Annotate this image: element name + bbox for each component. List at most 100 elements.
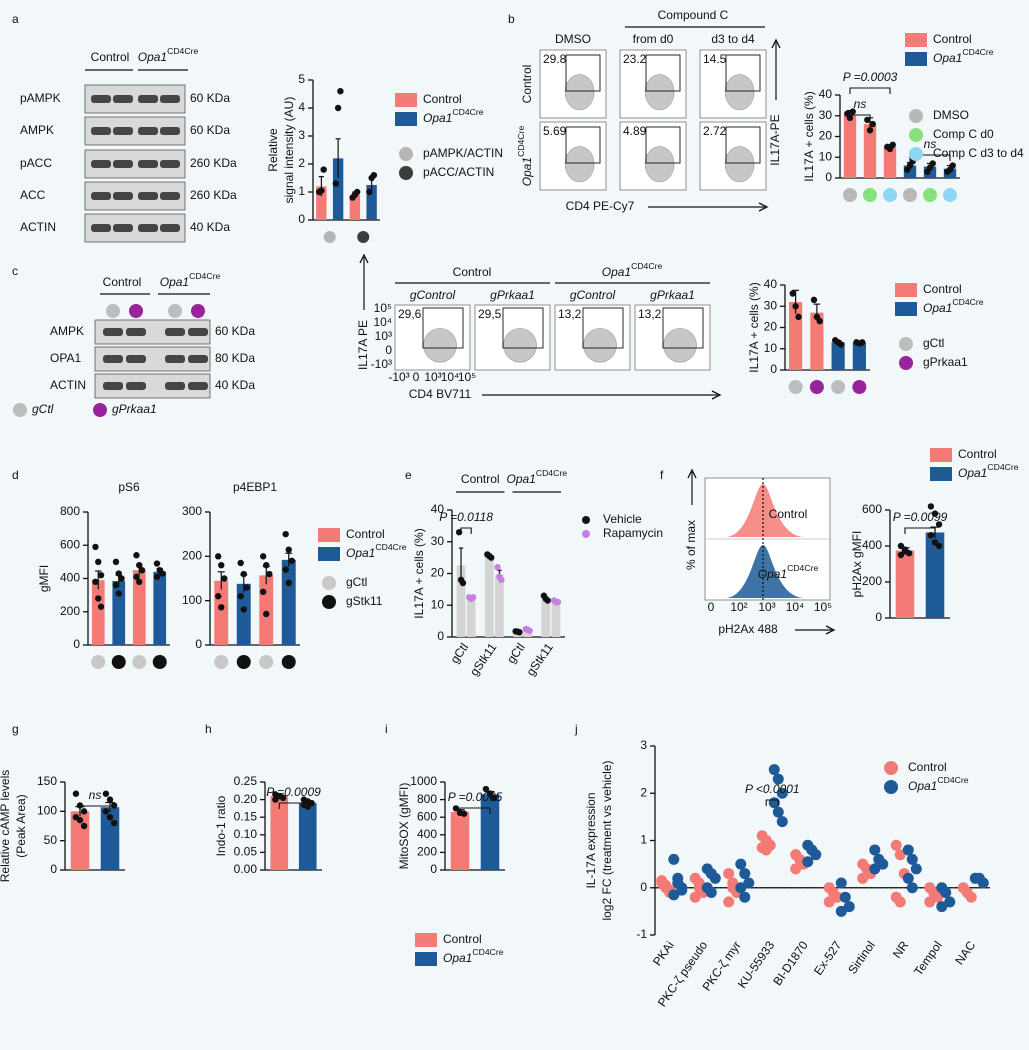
legend-label-main: Control <box>923 282 962 296</box>
category-marker <box>831 380 846 394</box>
y-tick-label: 400 <box>417 827 437 841</box>
data-point <box>288 557 296 564</box>
blot-band <box>103 355 123 363</box>
lane-marker <box>129 304 143 318</box>
y-tick-label: 40 <box>764 277 778 291</box>
annotation: P =0.0009 <box>266 785 321 799</box>
histogram-label-sup: CD4Cre <box>787 563 818 573</box>
bar <box>863 124 877 178</box>
blot-group-label-sup: CD4Cre <box>167 46 198 56</box>
legend-marker <box>909 147 923 161</box>
flow-cloud <box>724 74 755 111</box>
arrow-head <box>771 38 781 49</box>
legend-marker <box>13 403 27 417</box>
significance-bracket <box>278 802 309 809</box>
data-point <box>159 570 166 577</box>
data-point <box>929 160 936 167</box>
data-point <box>97 571 105 579</box>
legend-label: Control <box>423 92 462 106</box>
legend-marker <box>884 761 898 775</box>
data-point <box>136 578 143 586</box>
category-marker <box>91 655 106 669</box>
y-tick-label: 2 <box>298 156 305 170</box>
flow-axis-label: 0 <box>413 370 420 384</box>
y-tick-label: 300 <box>182 504 202 518</box>
y-axis-label: log2 FC (treatment vs vehicle) <box>600 760 614 920</box>
legend-marker <box>582 530 590 538</box>
flow-gate-value: 29,5 <box>478 307 502 321</box>
blot-band <box>91 224 111 232</box>
y-tick-label: 0 <box>195 637 202 651</box>
legend-label-main: Opa1 <box>423 111 452 125</box>
y-tick-label: 20 <box>764 320 778 334</box>
data-point <box>214 553 222 560</box>
data-point <box>790 863 802 875</box>
data-point <box>102 808 110 815</box>
blot-band <box>91 160 111 168</box>
data-point <box>869 120 876 128</box>
blot-size-label: 260 KDa <box>190 188 237 202</box>
y-tick-label: 40 <box>431 502 445 516</box>
blot-band <box>113 95 133 103</box>
chart-title: pS6 <box>118 480 140 494</box>
panel-letter: a <box>12 12 19 26</box>
data-point <box>831 891 843 903</box>
legend-label-main: Control <box>346 527 385 541</box>
data-point <box>106 814 114 821</box>
flow-column: d3 to d4 <box>711 32 755 46</box>
data-point <box>894 849 906 861</box>
flow-gate <box>502 307 544 349</box>
flow-cloud <box>564 146 595 183</box>
data-point <box>95 558 102 566</box>
group-label: Opa1CD4Cre <box>506 468 567 486</box>
panel-letter: i <box>385 722 388 736</box>
data-point <box>469 594 477 601</box>
data-point <box>452 805 460 812</box>
y-tick-label: 0 <box>770 362 777 376</box>
y-tick-label: 600 <box>60 537 80 551</box>
bar <box>281 559 296 645</box>
data-point <box>488 554 495 561</box>
flow-gate-value: 23.2 <box>623 52 647 66</box>
legend-marker <box>905 33 927 47</box>
blot-band <box>160 95 180 103</box>
annotation: P =0.0118 <box>439 510 493 524</box>
legend-label: gCtl <box>346 575 367 589</box>
data-point <box>337 88 344 95</box>
data-point <box>668 889 680 901</box>
data-point <box>723 868 735 880</box>
significance-bracket <box>849 114 871 121</box>
legend-label: gStk11 <box>346 594 383 608</box>
category-marker <box>809 380 824 394</box>
histogram-y-label: % of max <box>684 520 698 570</box>
significance-bracket <box>79 805 111 812</box>
legend-label-main: Vehicle <box>603 512 642 526</box>
blot-band <box>160 127 180 135</box>
category-marker <box>111 655 126 669</box>
blot-band <box>91 192 111 200</box>
bar <box>153 571 167 645</box>
data-point <box>237 593 244 600</box>
data-point <box>760 844 772 856</box>
y-tick-label: 20 <box>431 566 445 580</box>
data-point <box>243 584 251 591</box>
data-point <box>554 598 562 606</box>
flow-group-label-main: Opa1 <box>602 265 631 279</box>
blot-size-label: 60 KDa <box>190 123 230 137</box>
y-tick-label: 800 <box>60 504 80 518</box>
data-point <box>935 521 943 528</box>
blot-band <box>160 160 180 168</box>
blot-size-label: 260 KDa <box>190 156 237 170</box>
significance-bracket <box>849 87 891 94</box>
flow-gate-value: 14.5 <box>703 52 727 66</box>
flow-cloud <box>644 74 675 111</box>
flow-column: gPrkaa1 <box>650 288 695 302</box>
legend-label-main: Opa1 <box>933 51 962 65</box>
significance-bracket <box>460 527 472 534</box>
data-point <box>285 579 292 587</box>
y-axis-label: Relative <box>266 128 280 172</box>
data-point <box>370 172 378 179</box>
y-tick-label: 30 <box>431 534 445 548</box>
arrow-head <box>758 202 769 212</box>
